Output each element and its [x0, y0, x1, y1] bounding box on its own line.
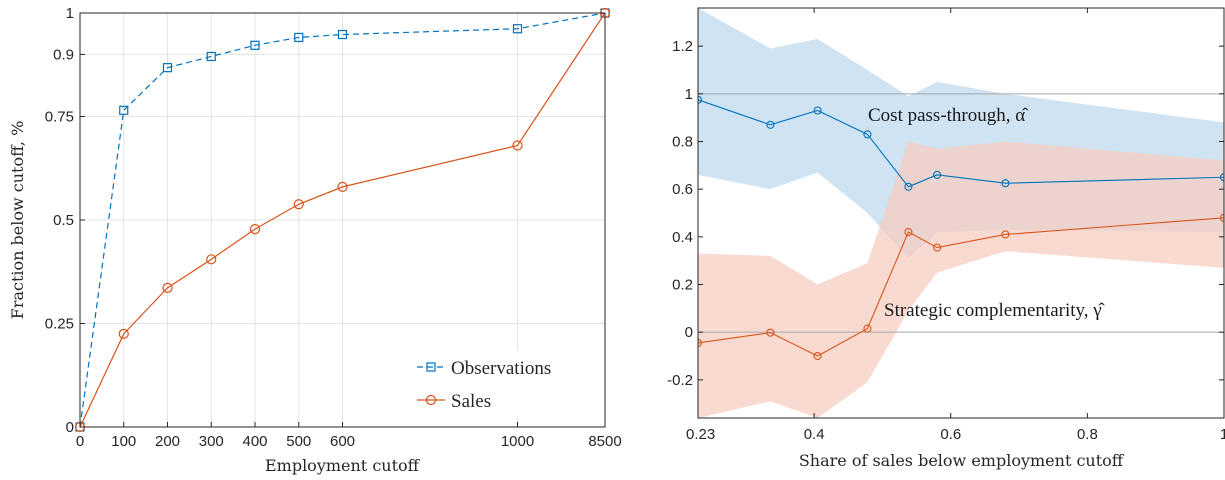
series-strategic-complementarity-point [1219, 213, 1224, 222]
series-sales-point [206, 254, 217, 265]
legend-background [410, 350, 600, 418]
right-x-ticks: 0.23 0.4 0.6 0.8 1 [686, 8, 1225, 443]
right-y-tick-label: 0.2 [672, 277, 693, 294]
right-x-tick-label: 1 [1220, 426, 1225, 443]
left-x-tick-label: 8500 [588, 433, 621, 450]
series-observations-point [294, 32, 304, 43]
left-x-tick-label: 0 [76, 433, 84, 450]
series-strategic-complementarity-point [766, 328, 775, 337]
right-y-ticks: -0.2 0 0.2 0.4 0.6 0.8 1 1.2 [667, 38, 1224, 389]
series-cost-pass-through-point [813, 106, 822, 115]
legend-observations-label: Observations [451, 358, 551, 379]
right-axes-box [697, 7, 1225, 419]
series-cost-pass-through-point [904, 182, 913, 191]
right-y-tick-label: 0.4 [672, 229, 693, 246]
right-y-tick-label: 1.2 [672, 38, 693, 55]
series-strategic-complementarity-point [1001, 230, 1010, 239]
series-cost-pass-through-line [698, 99, 1224, 188]
series-observations-point [162, 63, 173, 73]
left-x-tick-label: 300 [199, 433, 224, 450]
series-strategic-complementarity-point [863, 324, 872, 333]
left-y-tick-label: 1 [66, 5, 74, 22]
series-cost-pass-through-point [1001, 179, 1010, 188]
series-strategic-complementarity-line [698, 217, 1224, 357]
right-chart: 0.23 0.4 0.6 0.8 1 -0.2 0 0.2 0.4 0.6 0.8 1 1.2 Sha… [667, 7, 1225, 470]
left-x-tick-label: 100 [111, 433, 136, 450]
series-strategic-complementarity-point [933, 243, 942, 252]
left-y-ticks: 0 0.25 0.5 0.75 0.9 1 [45, 5, 85, 436]
left-y-tick-label: 0.25 [45, 316, 74, 333]
right-y-tick-label: -0.2 [667, 372, 693, 389]
right-y-tick-label: 0.8 [672, 133, 693, 150]
right-x-tick-label: 0.8 [1077, 426, 1098, 443]
right-confidence-bands [698, 8, 1224, 418]
right-reference-lines [698, 93, 1224, 333]
series-strategic-complementarity-point [698, 338, 703, 347]
right-x-tick-label: 0.6 [940, 426, 961, 443]
left-y-tick-label: 0.75 [45, 109, 74, 126]
series-observations-point [119, 105, 129, 115]
right-y-tick-label: 0 [685, 324, 693, 341]
series-observations-line [79, 12, 606, 428]
left-y-axis-label: Fraction below cutoff, % [8, 121, 27, 320]
series-sales-point [512, 140, 523, 151]
left-y-tick-label: 0.9 [53, 46, 74, 63]
series-cost-pass-through-point [933, 170, 942, 179]
legend: Observations Sales [410, 350, 600, 418]
left-x-tick-label: 600 [330, 433, 355, 450]
annotation-strategic-complementarity: Strategic complementarity, γ̂ [884, 300, 1105, 321]
left-x-tick-label: 200 [155, 433, 180, 450]
series-cost-pass-through-point [1219, 173, 1224, 182]
right-x-tick-label: 0.4 [804, 426, 825, 443]
legend-sales-label: Sales [451, 391, 491, 412]
series-sales-point [249, 224, 261, 235]
right-x-axis-label: Share of sales below employment cutoff [799, 451, 1125, 470]
series-cost-pass-through-point [863, 130, 872, 139]
right-x-tick-label: 0.23 [686, 426, 715, 443]
left-y-tick-label: 0 [66, 419, 74, 436]
series-strategic-complementarity-point [904, 228, 913, 237]
left-y-tick-label: 0.5 [53, 212, 74, 229]
series-strategic-complementarity-point [813, 351, 822, 361]
left-x-tick-label: 500 [286, 433, 311, 450]
left-x-axis-label: Employment cutoff [265, 456, 421, 475]
right-y-tick-label: 0.6 [672, 181, 693, 198]
series-sales-line [79, 12, 606, 428]
series-sales-point [293, 199, 304, 210]
left-x-tick-label: 400 [242, 433, 267, 450]
series-sales-point [162, 282, 173, 293]
legend-observations-marker [426, 362, 436, 372]
left-x-ticks: 0 100 200 300 400 500 600 1000 8500 [76, 422, 622, 450]
right-series [698, 95, 1224, 361]
series-sales-point [337, 181, 348, 192]
legend-sales-marker [425, 394, 437, 406]
series-sales-point [118, 328, 129, 339]
series-observations-point [337, 29, 348, 40]
right-y-tick-label: 1 [685, 86, 693, 103]
left-grid [80, 13, 605, 427]
left-chart: 0 100 200 300 400 500 600 1000 8500 0 0.25 0.5 0.75… [8, 5, 622, 475]
series-observations-point [206, 51, 216, 62]
series-observations-point [250, 40, 260, 50]
left-x-tick-label: 1000 [501, 433, 534, 450]
series-observations-point [512, 24, 523, 34]
annotation-cost-pass-through: Cost pass-through, α̂ [868, 105, 1028, 126]
series-cost-pass-through-point [766, 120, 775, 129]
series-cost-pass-through-point [698, 95, 703, 104]
